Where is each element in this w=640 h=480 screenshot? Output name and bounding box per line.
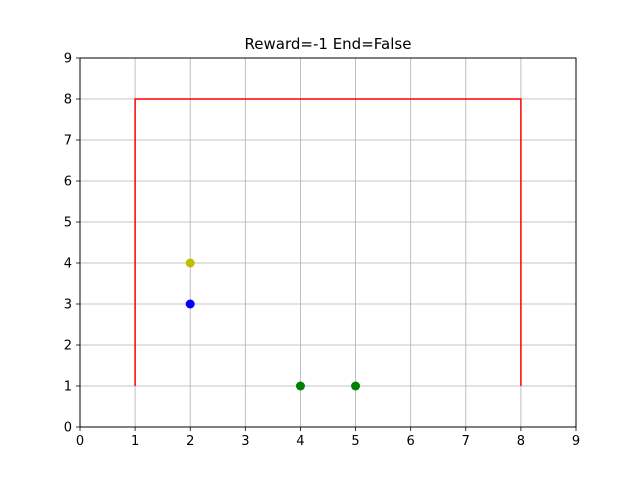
x-tick-label: 3 [241,434,249,449]
y-tick-label: 7 [64,134,72,149]
x-tick-label: 2 [186,434,194,449]
x-tick-label: 7 [462,434,470,449]
boundary-line [134,98,522,386]
data-point [351,381,361,391]
x-tick-label: 6 [407,434,415,449]
y-tick-label: 3 [64,298,72,313]
data-points [185,258,361,391]
y-tick-label: 8 [64,93,72,108]
axes-frame [79,57,577,428]
x-tick-label: 5 [351,434,359,449]
x-tick-label: 8 [517,434,525,449]
ticks: 0 1 2 3 4 5 6 7 8 9 0 1 2 3 4 5 6 7 8 9 [64,52,580,450]
x-tick-label: 4 [296,434,304,449]
y-tick-label: 0 [64,421,72,436]
y-tick-label: 5 [64,216,72,231]
chart-title: Reward=-1 End=False [245,35,412,53]
data-point [295,381,305,391]
data-point [185,258,195,268]
y-tick-label: 1 [64,380,72,395]
y-tick-label: 9 [64,52,72,67]
x-tick-label: 1 [131,434,139,449]
y-tick-label: 6 [64,175,72,190]
x-tick-label: 9 [572,434,580,449]
data-point [185,299,195,309]
y-tick-label: 2 [64,339,72,354]
boundary-lines [134,98,522,386]
x-tick-label: 0 [76,434,84,449]
y-tick-label: 4 [64,257,72,272]
